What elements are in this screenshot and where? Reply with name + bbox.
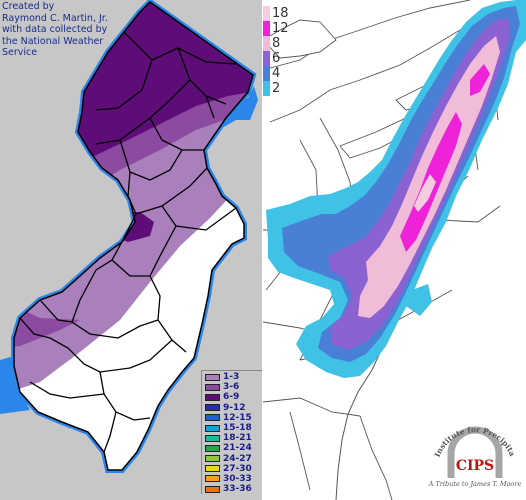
nj-legend-label: 15-18 [223, 423, 252, 434]
cips-logo: Cooperative Institute for Precipitation … [425, 398, 522, 488]
nj-legend-swatch [205, 393, 220, 401]
nj-snowfall-map: Created by Raymond C. Martin, Jr. with d… [0, 0, 262, 500]
nj-legend-swatch [205, 465, 220, 473]
east-legend-swatch [263, 66, 270, 81]
snow-contour-12-north [470, 64, 490, 96]
lake-superior-huron [263, 19, 337, 59]
nj-legend-label: 18-21 [223, 433, 252, 444]
nj-legend-label: 21-24 [223, 443, 252, 454]
nj-legend-label: 30-33 [223, 473, 252, 484]
east-us-snowfall-map: Cooperative Institute for Precipitation … [263, 0, 526, 500]
east-legend-label: 2 [272, 81, 281, 96]
nj-legend-row: 15-18 [202, 423, 262, 433]
east-legend-label: 6 [272, 51, 281, 66]
nj-legend-swatch [205, 455, 220, 463]
nj-legend-label: 24-27 [223, 453, 252, 464]
nj-legend-swatch [205, 485, 220, 493]
nj-legend-swatch [205, 434, 220, 442]
nj-legend-label: 27-30 [223, 463, 252, 474]
east-legend-row: 8 [263, 36, 295, 51]
nj-legend-row: 1-3 [202, 372, 262, 382]
nj-legend-row: 12-15 [202, 413, 262, 423]
nj-legend-row: 3-6 [202, 382, 262, 392]
east-legend-row: 2 [263, 81, 295, 96]
nj-legend-swatch [205, 383, 220, 391]
east-map-graphic [263, 0, 526, 500]
east-legend-swatch [263, 81, 270, 96]
credit-text: Created by Raymond C. Martin, Jr. with d… [2, 1, 122, 59]
credit-line: Service [2, 47, 38, 58]
nj-legend-row: 30-33 [202, 474, 262, 484]
nj-legend-label: 3-6 [223, 382, 240, 393]
cips-center-text: CIPS [456, 458, 494, 474]
nj-legend-label: 6-9 [223, 392, 240, 403]
credit-line: Raymond C. Martin, Jr. [2, 12, 108, 24]
delaware-bay-edge [0, 356, 30, 414]
nj-legend-swatch [205, 444, 220, 452]
east-snowfall-legend: 18 12 8 6 4 2 [263, 6, 295, 96]
nj-legend-label: 12-15 [223, 412, 252, 423]
cips-bottom-text: A Tribute to James T. Moore [428, 480, 522, 488]
east-legend-label: 8 [272, 36, 281, 51]
east-legend-label: 18 [272, 6, 289, 21]
nj-legend-row: 6-9 [202, 392, 262, 402]
east-legend-label: 12 [272, 21, 289, 36]
nj-legend-row: 21-24 [202, 443, 262, 453]
nj-legend-swatch [205, 373, 220, 381]
nj-legend-row: 27-30 [202, 464, 262, 474]
east-legend-swatch [263, 6, 270, 21]
cips-center-box [455, 450, 495, 478]
nj-legend-label: 1-3 [223, 372, 240, 383]
east-legend-row: 6 [263, 51, 295, 66]
east-legend-swatch [263, 36, 270, 51]
east-legend-swatch [263, 21, 270, 36]
nj-legend-row: 33-36 [202, 484, 262, 494]
credit-line: Created by [2, 1, 55, 12]
snow-contour-18 [414, 174, 436, 212]
nj-legend-swatch [205, 475, 220, 483]
nj-legend-row: 18-21 [202, 433, 262, 443]
east-legend-swatch [263, 51, 270, 66]
nj-legend-row: 9-12 [202, 403, 262, 413]
nj-county-lines [19, 31, 237, 453]
nj-legend-label: 9-12 [223, 402, 246, 413]
cips-ring-top-text: Cooperative Institute for Precipitation … [425, 398, 517, 458]
nj-legend-row: 24-27 [202, 454, 262, 464]
nj-legend-label: 33-36 [223, 484, 252, 495]
east-legend-row: 12 [263, 21, 295, 36]
nj-legend-swatch [205, 424, 220, 432]
nj-legend-swatch [205, 404, 220, 412]
nj-snowfall-legend: 1-3 3-6 6-9 9-12 12-15 15-18 18-21 21-24 24-27 27… [201, 370, 262, 495]
snow-contour-2-island [406, 284, 432, 316]
east-legend-label: 4 [272, 66, 281, 81]
east-legend-row: 18 [263, 6, 295, 21]
east-legend-row: 4 [263, 66, 295, 81]
credit-line: with data collected by [2, 24, 108, 35]
credit-line: the National Weather [2, 35, 104, 47]
nj-legend-swatch [205, 414, 220, 422]
cips-arch [447, 426, 503, 478]
